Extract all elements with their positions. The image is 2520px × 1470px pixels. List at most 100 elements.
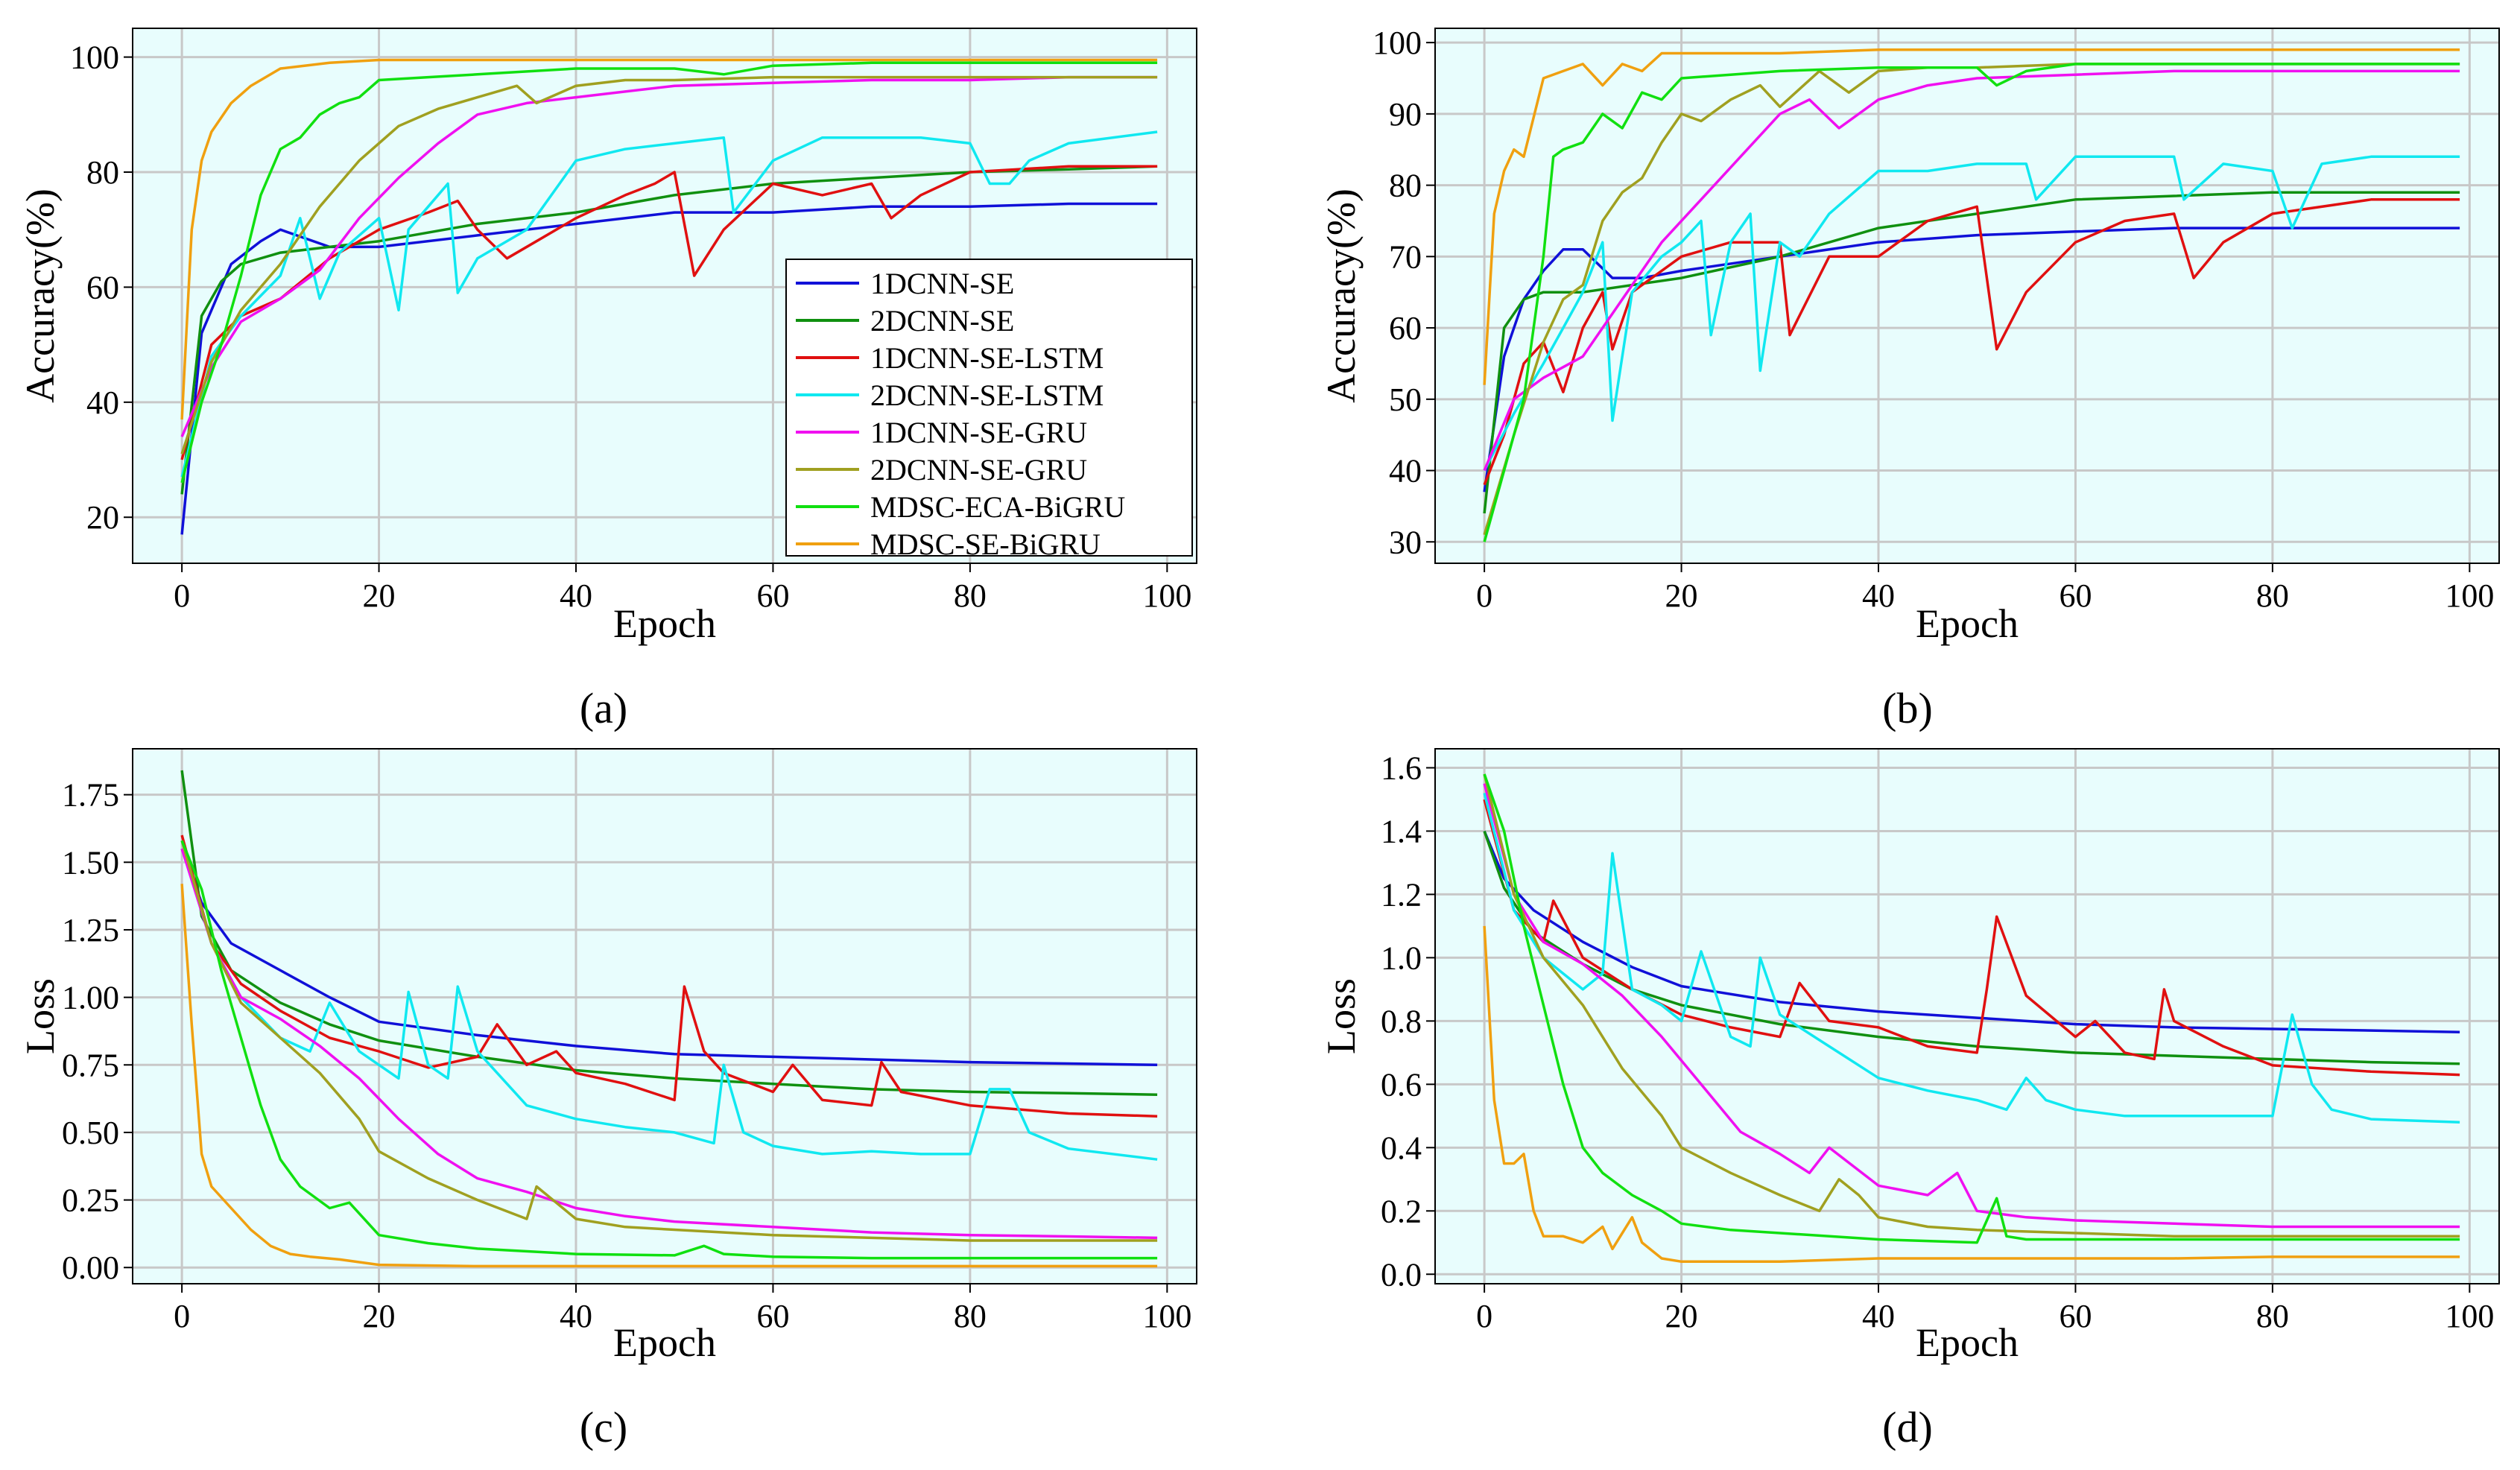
y-tick-label: 0.6 (1381, 1066, 1422, 1103)
y-tick-label: 0.2 (1381, 1193, 1422, 1229)
x-tick-label: 100 (1142, 577, 1191, 614)
x-tick-label: 80 (954, 577, 987, 614)
y-tick-label: 0.4 (1381, 1130, 1422, 1166)
x-tick-label: 0 (174, 577, 190, 614)
grid (1435, 749, 2499, 1284)
x-tick-label: 100 (2445, 577, 2494, 614)
x-tick-label: 0 (174, 1298, 190, 1334)
y-tick-label: 0.75 (62, 1047, 119, 1083)
series-line-2dcnn-se-gru (1483, 773, 2460, 1238)
y-tick-label: 20 (86, 499, 119, 536)
y-tick-label: 1.0 (1381, 940, 1422, 976)
series-line-mdsc-se-bigru (180, 58, 1158, 420)
series-line-1dcnn-se-gru (1483, 69, 2460, 472)
x-tick-label: 80 (2256, 577, 2289, 614)
series-line-1dcnn-se (180, 202, 1158, 535)
series-line-1dcnn-se (180, 848, 1158, 1067)
x-axis-label: Epoch (1916, 601, 2019, 646)
series-line-mdsc-eca-bigru (1483, 773, 2460, 1244)
legend-label: 2DCNN-SE-GRU (870, 453, 1087, 487)
x-tick-label: 60 (2059, 1298, 2092, 1334)
x-tick-label: 20 (1665, 1298, 1698, 1334)
y-tick-label: 1.6 (1381, 750, 1422, 786)
panel-label: (b) (1882, 684, 1933, 732)
plot-frame (132, 28, 1197, 564)
series-line-mdsc-se-bigru (1483, 48, 2460, 385)
legend-label: 1DCNN-SE (870, 267, 1014, 300)
series-line-mdsc-eca-bigru (180, 840, 1158, 1260)
y-tick-label: 1.25 (62, 912, 119, 948)
y-tick-label: 40 (86, 384, 119, 421)
series-line-1dcnn-se (1483, 830, 2460, 1033)
y-tick-label: 1.00 (62, 980, 119, 1016)
panel-a: 0 20 40 60 80 100 20 40 60 80 100 Epoch Accuracy(%… (18, 28, 1197, 732)
y-tick-label: 60 (1389, 310, 1422, 346)
x-tick-label: 20 (1665, 577, 1698, 614)
series-line-2dcnn-se-lstm (180, 840, 1158, 1161)
series-line-2dcnn-se-lstm (1483, 155, 2460, 472)
x-tick-label: 40 (560, 1298, 592, 1334)
x-tick-label: 0 (1476, 1298, 1492, 1334)
y-tick-label: 60 (86, 269, 119, 305)
panel-b: 0 20 40 60 80 100 30 40 50 60 70 80 90 100 Epoch Accu… (1319, 25, 2500, 732)
series-line-mdsc-eca-bigru (1483, 63, 2460, 542)
series-line-mdsc-se-bigru (180, 884, 1158, 1268)
series-line-1dcnn-se-gru (180, 848, 1158, 1240)
x-tick-label: 80 (2256, 1298, 2289, 1334)
y-tick-label: 100 (1373, 25, 1422, 61)
panel-c: 0 20 40 60 80 100 0.00 0.25 0.50 0.75 1.00 1.25 1.50… (18, 748, 1197, 1451)
y-tick-label: 40 (1389, 453, 1422, 490)
plot-frame (1434, 28, 2500, 564)
series-lines (180, 58, 1158, 535)
y-tick-label: 80 (86, 154, 119, 191)
legend-label: 1DCNN-SE-LSTM (870, 341, 1104, 375)
series-line-2dcnn-se-lstm (180, 130, 1158, 478)
series-line-2dcnn-se-gru (180, 840, 1158, 1242)
y-tick-label: 100 (70, 39, 119, 76)
legend-label: 2DCNN-SE-LSTM (870, 378, 1104, 412)
series-line-mdsc-eca-bigru (180, 61, 1158, 484)
y-axis-label: Accuracy(%) (18, 188, 63, 403)
series-lines (180, 770, 1158, 1268)
x-tick-label: 100 (1142, 1298, 1191, 1334)
series-line-2dcnn-se-lstm (1483, 793, 2460, 1124)
legend-label: 2DCNN-SE (870, 304, 1014, 338)
series-line-2dcnn-se (180, 165, 1158, 495)
x-tick-label: 60 (756, 577, 789, 614)
panel-label: (c) (580, 1403, 627, 1451)
tick-labels: 0 20 40 60 80 100 0.00 0.25 0.50 0.75 1.00 1.25 1.50… (62, 777, 1191, 1334)
panel-d: 0 20 40 60 80 1000.00.20.40.60.81.01.21.41.6 … (1319, 748, 2500, 1451)
y-tick-label: 50 (1389, 381, 1422, 418)
x-tick-label: 80 (954, 1298, 987, 1334)
x-tick-label: 100 (2445, 1298, 2494, 1334)
legend-label: 1DCNN-SE-GRU (870, 416, 1087, 449)
y-tick-label: 0.0 (1381, 1256, 1422, 1293)
tick-labels: 0 20 40 60 80 100 0.0 0.2 0.4 0.6 0.8 1.0 1.2 1.4 1.6 (1381, 750, 2494, 1334)
y-tick-label: 80 (1389, 168, 1422, 204)
grid (1435, 28, 2499, 563)
x-axis-label: Epoch (613, 601, 716, 646)
y-tick-label: 1.2 (1381, 876, 1422, 913)
series-line-2dcnn-se-gru (180, 75, 1158, 454)
y-tick-label: 0.50 (62, 1115, 119, 1151)
y-tick-label: 70 (1389, 238, 1422, 275)
panel-label: (a) (580, 684, 627, 732)
x-tick-label: 0 (1476, 577, 1492, 614)
plot-frame (1434, 748, 2500, 1284)
tick-labels: 0 20 40 60 80 100 20 40 60 80 100 (70, 39, 1191, 614)
series-line-1dcnn-se-gru (1483, 783, 2460, 1229)
y-axis-label: Accuracy(%) (1319, 188, 1364, 403)
series-lines (1483, 773, 2460, 1264)
plot-frame (132, 748, 1197, 1284)
x-tick-label: 40 (1862, 577, 1895, 614)
panel-label: (d) (1882, 1403, 1933, 1451)
y-tick-label: 90 (1389, 96, 1422, 133)
tick-labels: 0 20 40 60 80 100 30 40 50 60 70 80 90 100 (1373, 25, 2494, 614)
y-tick-label: 1.75 (62, 777, 119, 814)
y-tick-label: 1.4 (1381, 813, 1422, 849)
plot-area (1435, 28, 2499, 563)
x-tick-label: 20 (363, 577, 396, 614)
x-tick-label: 40 (1862, 1298, 1895, 1334)
series-line-1dcnn-se (1483, 226, 2460, 492)
